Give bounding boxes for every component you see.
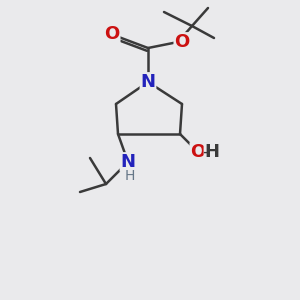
Text: O: O — [190, 143, 206, 161]
Text: H: H — [205, 143, 220, 161]
Text: -: - — [202, 143, 208, 161]
Text: H: H — [125, 169, 135, 183]
Text: N: N — [140, 73, 155, 91]
Text: O: O — [104, 25, 120, 43]
Text: O: O — [174, 33, 190, 51]
Text: N: N — [121, 153, 136, 171]
